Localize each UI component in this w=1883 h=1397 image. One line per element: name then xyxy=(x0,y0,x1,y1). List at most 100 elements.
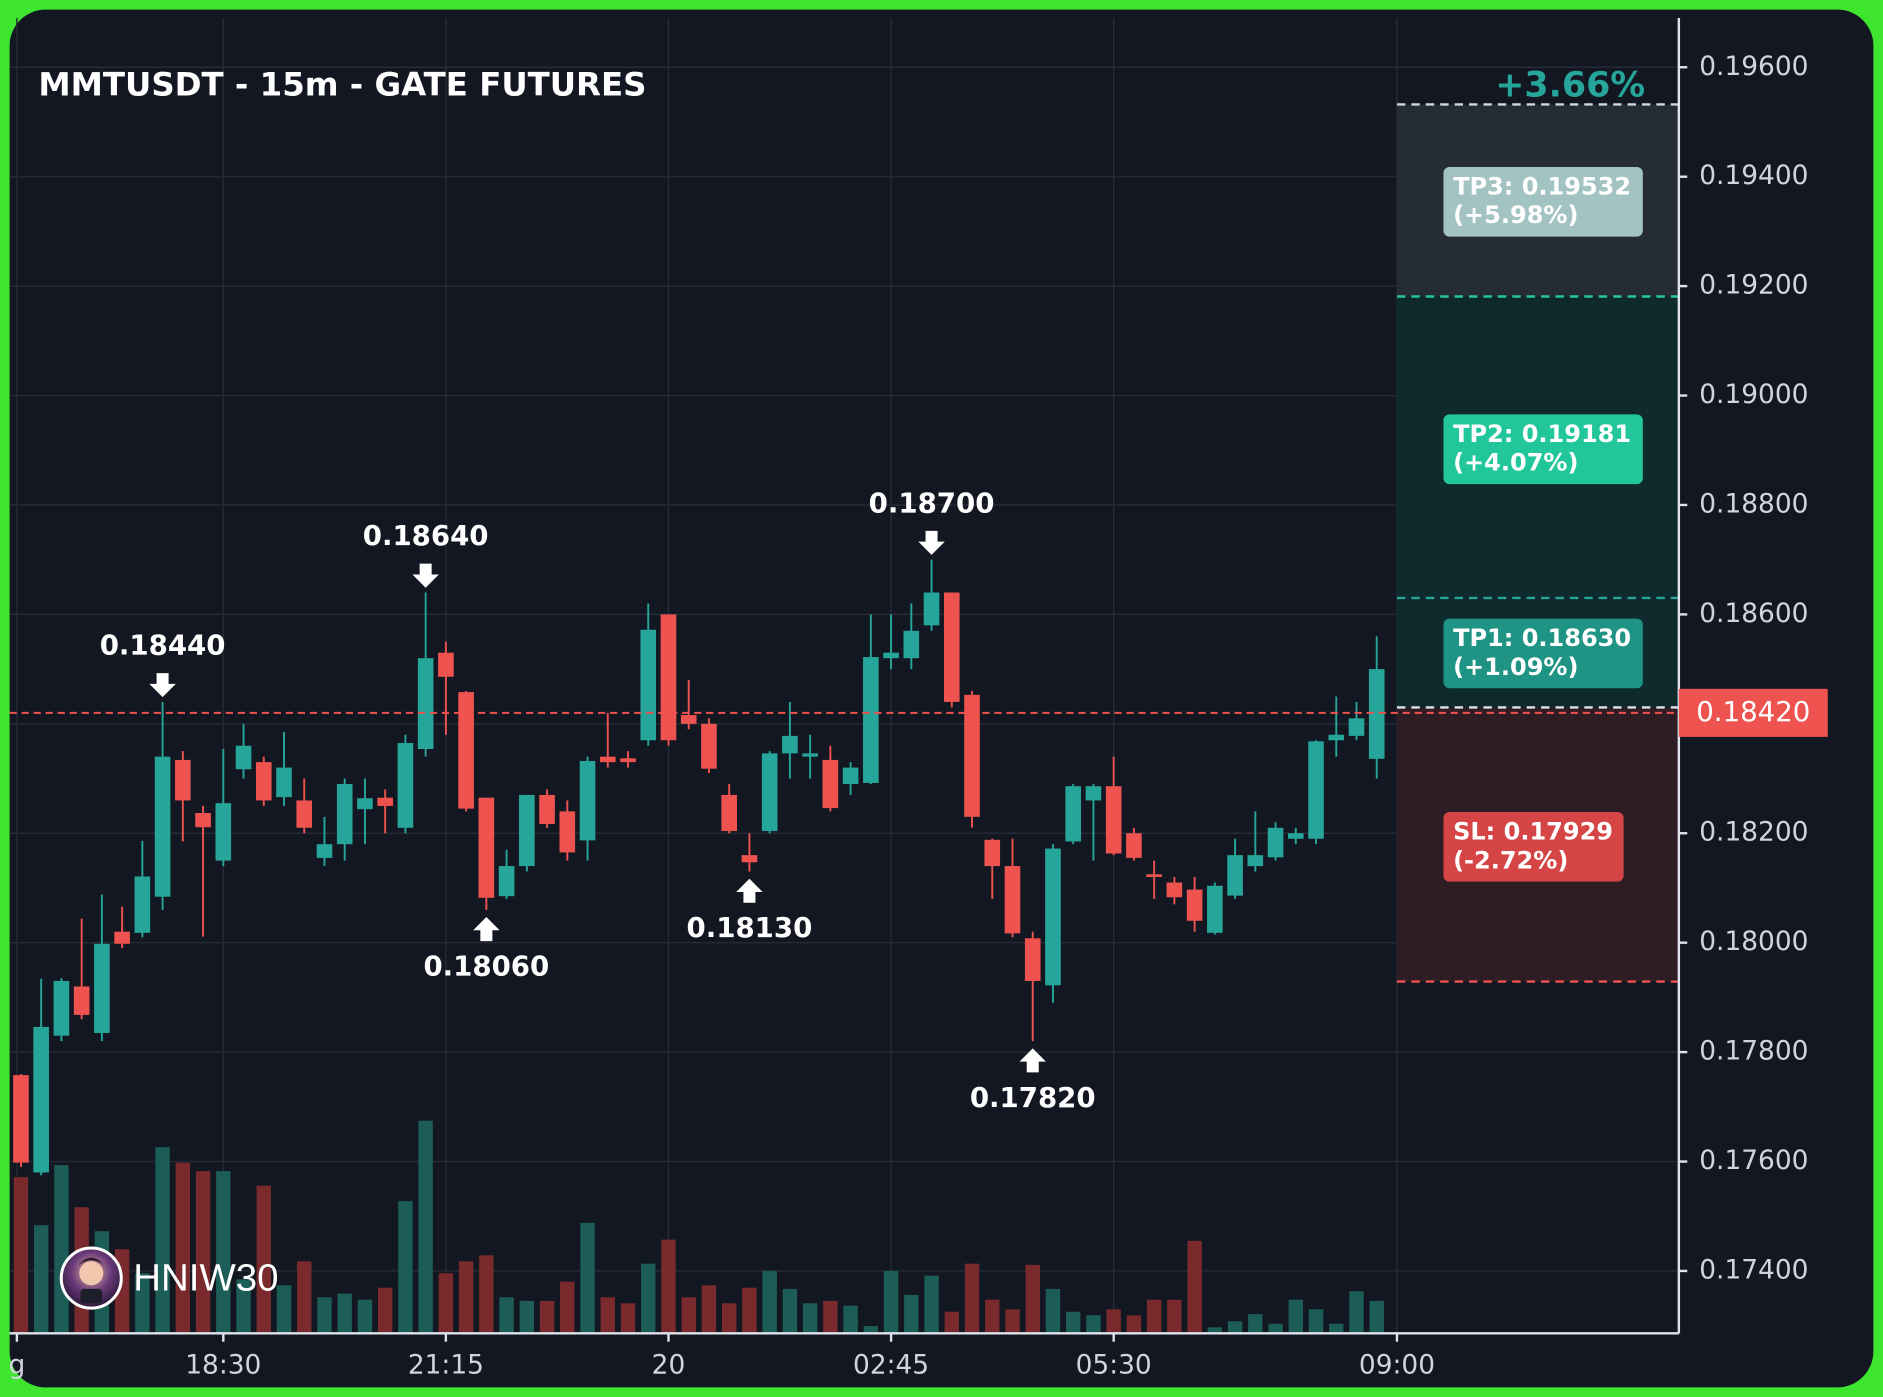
volume-bar xyxy=(458,1261,474,1334)
volume-bar xyxy=(661,1239,676,1334)
y-tick-label: 0.19200 xyxy=(1699,270,1808,301)
x-tick-label: 18:30 xyxy=(185,1349,261,1380)
volume-bar xyxy=(580,1222,595,1334)
volume-bar xyxy=(1248,1314,1263,1334)
level-note: (+4.07%) xyxy=(1453,449,1578,477)
candle-body xyxy=(336,784,353,845)
annotation-label: 0.18440 xyxy=(100,629,226,662)
candle-body xyxy=(1065,786,1082,842)
candle-body xyxy=(1287,833,1304,839)
candle-body xyxy=(599,756,616,763)
candle-body xyxy=(701,723,717,769)
annotation-label: 0.17820 xyxy=(970,1081,1096,1114)
candle-body xyxy=(1126,833,1142,858)
volume-bar xyxy=(843,1305,858,1334)
candle-body xyxy=(842,767,859,785)
candle-body xyxy=(255,762,272,801)
y-tick-label: 0.19600 xyxy=(1699,51,1808,82)
level-badge xyxy=(1443,812,1624,882)
volume-bar xyxy=(1227,1321,1243,1334)
annotation-arrow xyxy=(1019,1048,1046,1073)
y-tick-label: 0.17800 xyxy=(1699,1036,1808,1067)
candle-body xyxy=(397,742,414,828)
volume-bar xyxy=(54,1165,69,1334)
candle-body xyxy=(1045,848,1061,986)
candle-body xyxy=(33,1026,49,1173)
candle-body xyxy=(802,753,818,757)
candle-body xyxy=(316,844,333,858)
volume-bar xyxy=(236,1279,251,1334)
level-label: TP2: 0.19181 xyxy=(1453,420,1631,448)
candle-body xyxy=(984,839,1001,867)
volume-bar xyxy=(1106,1309,1121,1334)
level-label: TP3: 0.19532 xyxy=(1453,172,1631,200)
volume-bar xyxy=(1167,1299,1182,1334)
y-tick-label: 0.17400 xyxy=(1699,1254,1808,1285)
candle-body xyxy=(964,694,980,817)
volume-bar xyxy=(924,1275,939,1334)
volume-bar xyxy=(1086,1315,1101,1334)
candle-body xyxy=(943,592,960,702)
candle-body xyxy=(620,758,636,763)
candle-body xyxy=(296,800,313,828)
volume-bar xyxy=(479,1255,494,1334)
price-tag-label: 0.18420 xyxy=(1696,695,1810,728)
volume-bar xyxy=(985,1299,1000,1334)
candle-body xyxy=(1267,827,1284,858)
volume-bar xyxy=(337,1293,352,1334)
volume-bar xyxy=(499,1297,514,1334)
candle-body xyxy=(1146,874,1162,878)
candle-body xyxy=(215,803,232,861)
x-tick-label: g xyxy=(9,1349,26,1380)
level-note: (+1.09%) xyxy=(1453,653,1578,681)
volume-bar xyxy=(1005,1309,1020,1334)
candle-body xyxy=(195,813,211,828)
annotation-arrow xyxy=(918,530,945,555)
candle-body xyxy=(741,855,758,863)
volume-bar xyxy=(1126,1315,1142,1334)
volume-bar xyxy=(33,1225,49,1334)
level-note: (-2.72%) xyxy=(1453,846,1568,874)
candle-body xyxy=(579,761,596,841)
candle-body xyxy=(478,797,495,898)
volume-bar xyxy=(216,1171,231,1334)
volume-bar xyxy=(883,1270,899,1334)
volume-bar xyxy=(1207,1327,1223,1334)
volume-bar xyxy=(438,1273,454,1334)
volume-bar xyxy=(802,1303,818,1334)
volume-bar xyxy=(357,1299,373,1334)
volume-bar xyxy=(641,1263,656,1334)
y-tick-label: 0.18600 xyxy=(1699,598,1808,629)
candle-body xyxy=(154,756,171,897)
candle-body xyxy=(114,931,130,944)
volume-bar xyxy=(701,1285,717,1334)
volume-bar xyxy=(1187,1240,1202,1334)
candle-body xyxy=(883,652,899,659)
candle-body xyxy=(438,652,454,677)
candle-body xyxy=(519,794,535,867)
volume-bar xyxy=(721,1303,737,1334)
annotation-arrow xyxy=(412,563,439,588)
volume-bar xyxy=(904,1294,919,1334)
candle-body xyxy=(863,657,879,783)
candle-body xyxy=(1105,786,1122,854)
candle-body xyxy=(134,876,151,933)
candle-body xyxy=(539,794,555,824)
volume-bar xyxy=(863,1326,879,1334)
level-badge xyxy=(1443,414,1643,485)
level-badge xyxy=(1443,618,1643,689)
volume-bar xyxy=(418,1120,433,1334)
candle-body xyxy=(721,794,737,832)
candle-body xyxy=(13,1075,29,1163)
volume-bar xyxy=(560,1281,575,1334)
candle-body xyxy=(903,630,920,659)
candle-body xyxy=(1024,938,1041,981)
candle-body xyxy=(1227,855,1243,896)
volume-bar xyxy=(377,1287,393,1334)
volume-bar xyxy=(195,1171,211,1334)
candle-body xyxy=(1348,718,1365,736)
candle-body xyxy=(923,592,940,626)
volume-bar xyxy=(620,1303,636,1334)
volume-bar xyxy=(681,1297,696,1334)
